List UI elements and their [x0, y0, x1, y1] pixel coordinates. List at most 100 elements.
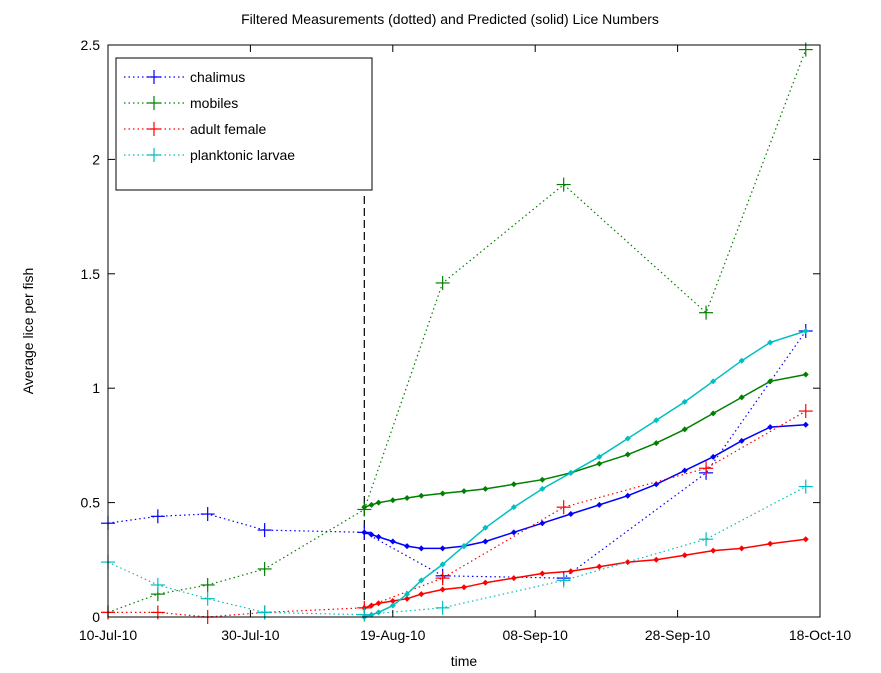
predicted-point-mobiles-2: [375, 499, 382, 506]
x-tick-label-4: 28-Sep-10: [645, 627, 711, 643]
legend-marker-adult-female: [147, 122, 161, 136]
measured-point-planktonic-larvae-7: [699, 532, 714, 547]
axes-box: [107, 44, 821, 618]
predicted-point-adult-female-6: [439, 586, 446, 593]
plot-marks: [101, 42, 813, 624]
measured-point-mobiles-7: [699, 305, 714, 320]
predicted-point-planktonic-larvae-10: [539, 485, 546, 492]
x-axis-title: time: [451, 653, 478, 669]
predicted-point-chalimus-4: [404, 543, 411, 550]
predicted-point-mobiles-15: [681, 426, 688, 433]
predicted-point-mobiles-18: [767, 378, 774, 385]
predicted-point-planktonic-larvae-7: [461, 543, 467, 550]
x-tick-label-3: 08-Sep-10: [503, 627, 569, 643]
y-tick-label-4: 2: [92, 151, 100, 167]
predicted-point-planktonic-larvae-19: [802, 328, 809, 334]
predicted-point-adult-female-15: [681, 552, 688, 559]
measured-point-mobiles-2: [200, 577, 215, 592]
predicted-point-adult-female-10: [539, 570, 546, 577]
predicted-point-mobiles-12: [596, 460, 603, 467]
legend-marker-chalimus: [147, 70, 161, 84]
legend-label-adult-female: adult female: [190, 121, 266, 137]
predicted-point-adult-female-16: [710, 547, 717, 554]
measured-line-mobiles: [107, 49, 807, 613]
predicted-point-adult-female-1: [368, 602, 375, 609]
measured-point-planktonic-larvae-2: [200, 591, 215, 606]
legend-label-planktonic-larvae: planktonic larvae: [190, 147, 295, 163]
predicted-point-mobiles-17: [738, 394, 745, 401]
predicted-point-planktonic-larvae-13: [624, 435, 631, 442]
predicted-point-chalimus-0: [361, 529, 368, 536]
predicted-point-mobiles-14: [653, 440, 660, 447]
measured-line-planktonic-larvae: [107, 486, 807, 616]
measured-point-chalimus-1: [150, 509, 165, 524]
legend: chalimus mobiles adult female planktonic la…: [115, 57, 373, 191]
predicted-point-chalimus-10: [539, 520, 546, 527]
measured-point-adult-female-8: [798, 404, 813, 419]
predicted-point-chalimus-8: [482, 538, 489, 545]
predicted-point-mobiles-7: [461, 488, 467, 495]
axes: 10-Jul-10 30-Jul-10 19-Aug-10 08-Sep-10 28-S…: [79, 37, 852, 643]
predicted-line-planktonic-larvae: [364, 330, 807, 618]
y-tick-label-5: 2.5: [81, 37, 101, 53]
predicted-point-chalimus-14: [653, 481, 660, 488]
predicted-point-planktonic-larvae-4: [404, 591, 411, 598]
x-tick-label-2: 19-Aug-10: [360, 627, 426, 643]
x-tick-label-5: 18-Oct-10: [789, 627, 851, 643]
y-tick-label-1: 0.5: [81, 495, 101, 511]
predicted-point-adult-female-3: [389, 597, 396, 604]
predicted-point-adult-female-2: [375, 600, 382, 607]
predicted-point-mobiles-3: [389, 497, 396, 504]
measured-point-adult-female-7: [699, 461, 714, 476]
predicted-point-chalimus-6: [439, 545, 446, 552]
predicted-point-mobiles-10: [539, 476, 546, 483]
x-tick-label-1: 30-Jul-10: [221, 627, 280, 643]
predicted-point-mobiles-6: [439, 490, 446, 497]
y-tick-label-2: 1: [92, 380, 100, 396]
predicted-point-adult-female-7: [461, 584, 467, 591]
y-axis-title: Average lice per fish: [20, 268, 36, 395]
predicted-point-planktonic-larvae-8: [482, 524, 489, 531]
predicted-point-chalimus-18: [767, 424, 774, 431]
predicted-point-chalimus-19: [802, 421, 809, 428]
predicted-point-adult-female-11: [567, 568, 574, 575]
predicted-point-planktonic-larvae-11: [567, 469, 574, 476]
predicted-point-mobiles-1: [368, 501, 375, 508]
predicted-point-adult-female-4: [404, 595, 411, 602]
legend-label-mobiles: mobiles: [190, 95, 238, 111]
predicted-point-chalimus-1: [368, 531, 375, 538]
predicted-point-chalimus-11: [567, 511, 574, 518]
measured-point-mobiles-5: [435, 275, 450, 290]
predicted-point-planktonic-larvae-12: [596, 453, 603, 460]
predicted-point-chalimus-9: [510, 529, 517, 536]
predicted-point-mobiles-16: [710, 410, 717, 417]
predicted-point-chalimus-2: [375, 533, 382, 540]
measured-point-planktonic-larvae-8: [798, 479, 813, 494]
predicted-point-chalimus-3: [389, 538, 396, 545]
predicted-point-adult-female-12: [596, 563, 603, 570]
predicted-point-planktonic-larvae-6: [439, 561, 446, 568]
predicted-point-adult-female-8: [482, 579, 489, 586]
legend-marker-planktonic-larvae: [147, 148, 161, 162]
measured-point-adult-female-5: [435, 571, 450, 586]
predicted-point-chalimus-12: [596, 501, 603, 508]
predicted-point-planktonic-larvae-16: [710, 378, 717, 385]
predicted-line-chalimus: [364, 424, 806, 550]
predicted-point-mobiles-8: [482, 485, 489, 492]
measured-point-planktonic-larvae-5: [435, 600, 450, 615]
measured-point-mobiles-6: [556, 177, 571, 192]
predicted-point-planktonic-larvae-3: [389, 602, 396, 609]
legend-marker-mobiles: [147, 96, 161, 110]
measured-point-planktonic-larvae-6: [556, 573, 571, 588]
predicted-point-adult-female-9: [510, 575, 517, 582]
predicted-point-mobiles-0: [361, 504, 368, 511]
predicted-point-planktonic-larvae-17: [738, 357, 745, 364]
x-tick-label-0: 10-Jul-10: [79, 627, 138, 643]
predicted-point-planktonic-larvae-5: [418, 577, 425, 584]
predicted-point-chalimus-15: [681, 467, 688, 474]
predicted-point-planktonic-larvae-18: [767, 339, 774, 346]
predicted-point-mobiles-13: [624, 451, 631, 458]
predicted-point-adult-female-13: [624, 559, 631, 566]
predicted-point-planktonic-larvae-9: [510, 504, 517, 511]
